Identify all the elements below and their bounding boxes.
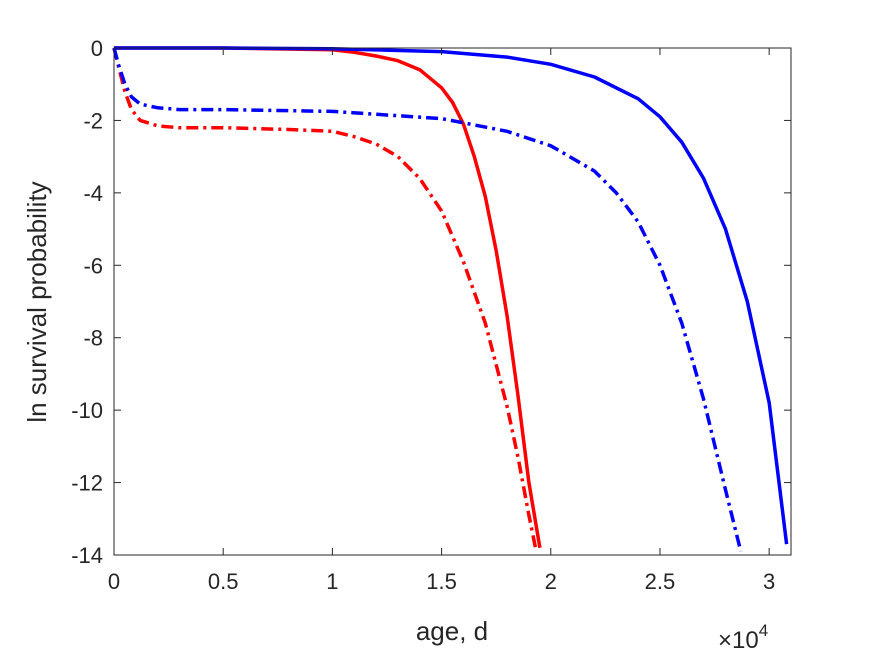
x-tick-label: 3 bbox=[763, 569, 775, 594]
y-tick-label: -14 bbox=[71, 543, 103, 568]
y-tick-label: -2 bbox=[83, 108, 103, 133]
y-tick-label: 0 bbox=[91, 36, 103, 61]
x-axis-multiplier: ×104 bbox=[718, 621, 768, 654]
y-tick-label: -8 bbox=[83, 326, 103, 351]
x-tick-label: 1.5 bbox=[426, 569, 457, 594]
y-tick-label: -6 bbox=[83, 253, 103, 278]
tick-layer: 0 0.5 1 1.5 2 2.5 3 0 -2 -4 -6 -8 -10 -12 -14 bbox=[71, 36, 791, 594]
x-tick-label: 0.5 bbox=[208, 569, 239, 594]
plot-frame bbox=[113, 47, 792, 556]
x-axis-multiplier-base: ×10 bbox=[718, 627, 759, 654]
series-line-3 bbox=[114, 46, 789, 545]
x-tick-label: 1 bbox=[326, 569, 338, 594]
y-tick-label: -10 bbox=[71, 398, 103, 423]
x-axis-multiplier-exponent: 4 bbox=[759, 621, 768, 640]
x-tick-label: 2 bbox=[545, 569, 557, 594]
x-tick-label: 0 bbox=[108, 569, 120, 594]
x-tick-label: 2.5 bbox=[645, 569, 676, 594]
series-layer bbox=[112, 46, 789, 552]
plot-background bbox=[114, 48, 791, 555]
series-line-1 bbox=[114, 46, 542, 549]
series-line-2 bbox=[112, 47, 538, 549]
series-line-4 bbox=[112, 47, 743, 552]
y-tick-label: -12 bbox=[71, 471, 103, 496]
y-axis-title: ln survival probability bbox=[22, 181, 52, 422]
x-axis-title: age, d bbox=[416, 616, 488, 646]
y-tick-label: -4 bbox=[83, 181, 103, 206]
